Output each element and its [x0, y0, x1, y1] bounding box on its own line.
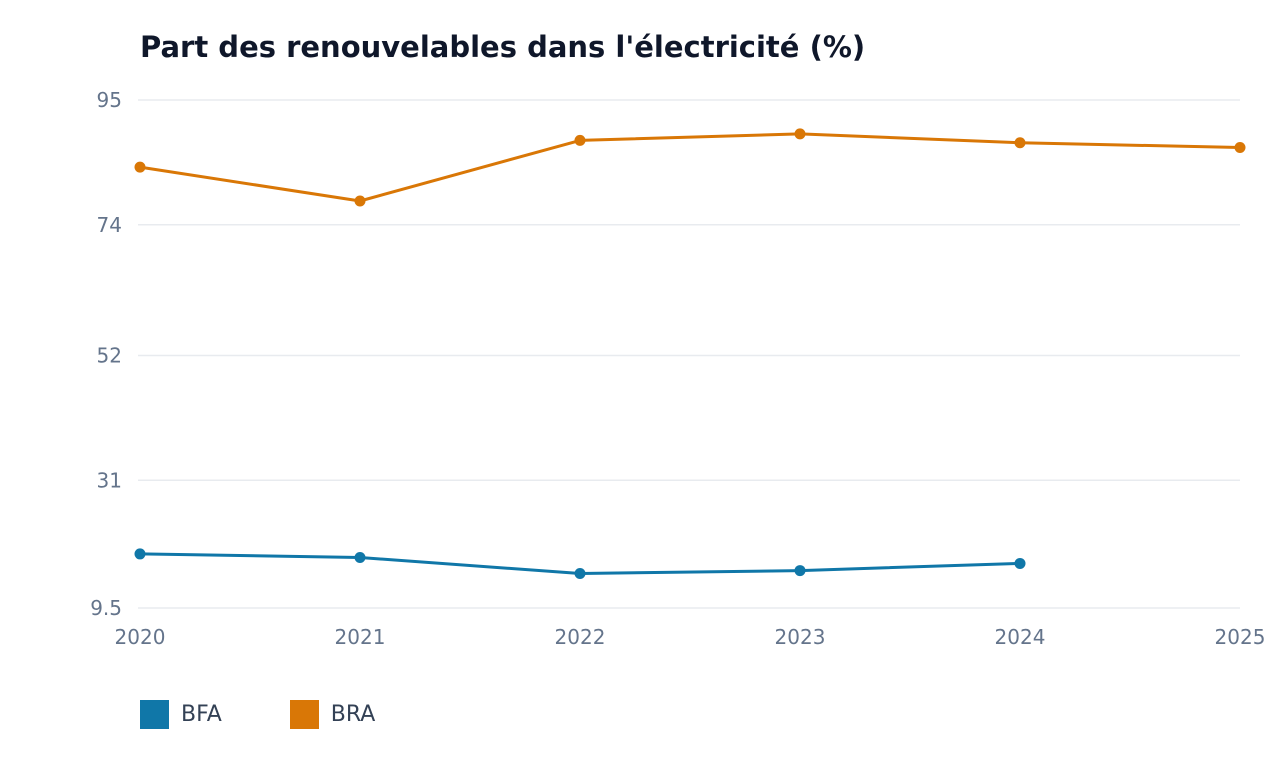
legend-swatch — [289, 700, 319, 729]
y-tick-label: 95 — [97, 88, 122, 112]
legend-item-bra: BRA — [289, 700, 376, 729]
series-lines — [134, 128, 1246, 580]
data-point — [134, 548, 146, 560]
y-tick-label: 9.5 — [90, 596, 122, 620]
x-tick-label: 2021 — [335, 625, 386, 649]
data-point — [134, 161, 146, 173]
legend: BFA BRA — [140, 700, 443, 729]
legend-swatch — [140, 700, 169, 729]
series-bfa — [134, 548, 1026, 580]
data-point — [354, 195, 366, 207]
legend-item-bfa: BFA — [140, 700, 222, 729]
x-tick-label: 2020 — [115, 625, 166, 649]
data-point — [354, 551, 366, 563]
series-line — [139, 132, 1241, 203]
legend-label: BRA — [330, 702, 376, 727]
x-tick-label: 2023 — [775, 625, 826, 649]
data-point — [1234, 142, 1246, 154]
y-tick-label: 52 — [97, 343, 122, 367]
data-point — [1014, 137, 1026, 149]
x-tick-label: 2025 — [1215, 625, 1266, 649]
data-point — [794, 565, 806, 577]
gridlines — [138, 99, 1240, 609]
data-point — [574, 568, 586, 580]
data-point — [1014, 557, 1026, 569]
x-tick-label: 2024 — [995, 625, 1046, 649]
y-tick-label: 31 — [97, 468, 122, 492]
y-tick-label: 74 — [97, 213, 122, 237]
chart-title: Part des renouvelables dans l'électricit… — [140, 30, 866, 64]
x-axis-ticks: 2020 2021 2022 2023 2024 2025 — [115, 625, 1266, 649]
data-point — [794, 128, 806, 140]
series-bra — [134, 128, 1246, 207]
data-point — [574, 134, 586, 146]
y-axis-ticks: 95 74 52 31 9.5 — [90, 88, 122, 620]
legend-label: BFA — [181, 702, 222, 727]
x-tick-label: 2022 — [555, 625, 606, 649]
